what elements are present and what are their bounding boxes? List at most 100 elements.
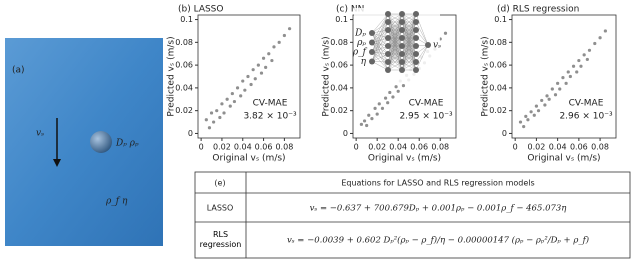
point (526, 118, 530, 122)
point (380, 106, 385, 110)
y-tick-label: 0.02 (175, 106, 193, 115)
point (370, 117, 374, 121)
x-tick-label: 0.08 (591, 143, 609, 152)
y-tick-label: 0.1 (494, 15, 507, 24)
y-tick-label: 0.08 (330, 38, 348, 47)
y-tick-label: 0.02 (489, 106, 507, 115)
panel-a: (a) vₛ Dₚ ρₚ ρ_f η (5, 38, 163, 246)
point (377, 102, 381, 106)
nn-input-label: η (361, 57, 367, 67)
point (230, 91, 234, 96)
annotation: 2.95 × 10⁻³ (399, 112, 453, 122)
y-axis-label: Predicted vₛ (m/s) (322, 36, 332, 116)
nn-edge (387, 13, 403, 47)
nn-node (399, 67, 405, 73)
nn-output-label: vₛ (433, 41, 441, 51)
nn-edge (415, 29, 429, 46)
point (228, 104, 232, 108)
nn-node (413, 11, 419, 17)
point (529, 110, 533, 114)
nn-node (413, 67, 419, 73)
row-name: LASSO (207, 204, 234, 213)
x-tick-label: 0.02 (528, 143, 546, 152)
nn-node (385, 51, 391, 57)
point (534, 104, 539, 108)
nn-edge (401, 13, 417, 47)
point (593, 41, 597, 46)
point (287, 27, 292, 31)
nn-edge (371, 21, 389, 43)
point (261, 56, 266, 60)
point (575, 70, 579, 74)
point (204, 118, 208, 122)
particle (90, 131, 112, 153)
nn-edge (371, 21, 389, 34)
nn-node (413, 35, 419, 41)
nn-edge (401, 13, 417, 31)
x-tick-label: 0.04 (234, 143, 252, 152)
nn-node (399, 43, 405, 49)
point (253, 77, 257, 81)
x-tick-label: 0.02 (213, 143, 231, 152)
row-name-box: RLS regression (199, 230, 242, 249)
nn-node (413, 27, 419, 33)
nn-node (385, 11, 391, 17)
point (373, 106, 377, 110)
nn-node (385, 67, 391, 73)
particle-label: Dₚ ρₚ (115, 139, 139, 149)
nn-node (369, 49, 375, 55)
nn-edge (371, 61, 389, 71)
point (212, 120, 216, 124)
fluid-label: ρ_f η (105, 197, 128, 207)
point (518, 120, 523, 124)
nn-node (399, 59, 405, 65)
point (241, 79, 245, 83)
x-tick-label: 0.08 (431, 143, 449, 152)
row-name: RLS regression (199, 230, 242, 249)
nn-edge (387, 53, 403, 71)
point (249, 82, 253, 87)
point (383, 96, 388, 100)
nn-edge (387, 13, 403, 39)
nn-node (385, 19, 391, 25)
point (553, 93, 558, 97)
x-axis-label: Original vₛ (m/s) (212, 154, 285, 164)
nn-node (413, 19, 419, 25)
plot-frame (197, 14, 301, 139)
nn-edge (415, 44, 429, 63)
y-tick-label: 0.04 (489, 83, 507, 92)
annotation: 2.96 × 10⁻³ (559, 112, 613, 122)
point (522, 125, 526, 129)
point (264, 65, 268, 69)
nn-node (385, 43, 391, 49)
y-tick-label: 0.08 (175, 38, 193, 47)
point (359, 122, 364, 126)
point (239, 94, 243, 98)
point (391, 95, 395, 99)
panel-label: (a) (12, 66, 25, 76)
point (524, 114, 528, 118)
arrow-head (53, 159, 61, 167)
chart-title: (c) NN (336, 5, 364, 15)
point (246, 74, 250, 79)
x-tick-label: 0.06 (570, 143, 588, 152)
nn-edge (371, 29, 389, 62)
point (598, 36, 602, 40)
y-tick-label: 0.08 (489, 38, 507, 47)
point (270, 58, 274, 63)
point (603, 29, 607, 33)
point (209, 111, 214, 115)
point (536, 109, 541, 113)
annotation: 3.82 × 10⁻³ (243, 112, 297, 122)
point (259, 71, 264, 75)
nn-edge (371, 32, 389, 55)
nn-node (399, 27, 405, 33)
nn-input-label: ρₚ (356, 38, 366, 48)
point (564, 81, 568, 85)
chart-title: (d) RLS regression (497, 5, 579, 15)
plot-frame (511, 14, 617, 139)
nn-node (413, 43, 419, 49)
point (375, 112, 379, 116)
